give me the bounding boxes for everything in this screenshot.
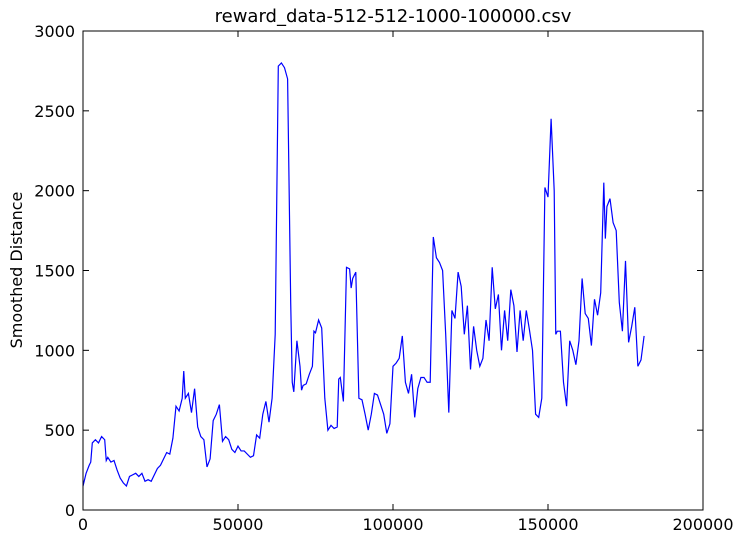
x-tick-label: 50000 <box>213 515 264 534</box>
y-tick-label: 1000 <box>34 341 75 360</box>
y-tick-label: 500 <box>44 421 75 440</box>
chart-title: reward_data-512-512-1000-100000.csv <box>215 6 572 27</box>
y-tick-label: 0 <box>65 501 75 520</box>
y-tick-label: 1500 <box>34 262 75 281</box>
y-tick-label: 2500 <box>34 102 75 121</box>
x-tick-label: 200000 <box>672 515 733 534</box>
y-tick-label: 2000 <box>34 182 75 201</box>
y-tick-label: 3000 <box>34 22 75 41</box>
plot-frame <box>82 30 704 511</box>
data-line <box>82 61 645 488</box>
x-tick-label: 0 <box>78 515 88 534</box>
x-tick-label: 100000 <box>362 515 423 534</box>
x-tick-label: 150000 <box>517 515 578 534</box>
y-axis-label: Smoothed Distance <box>7 192 26 349</box>
